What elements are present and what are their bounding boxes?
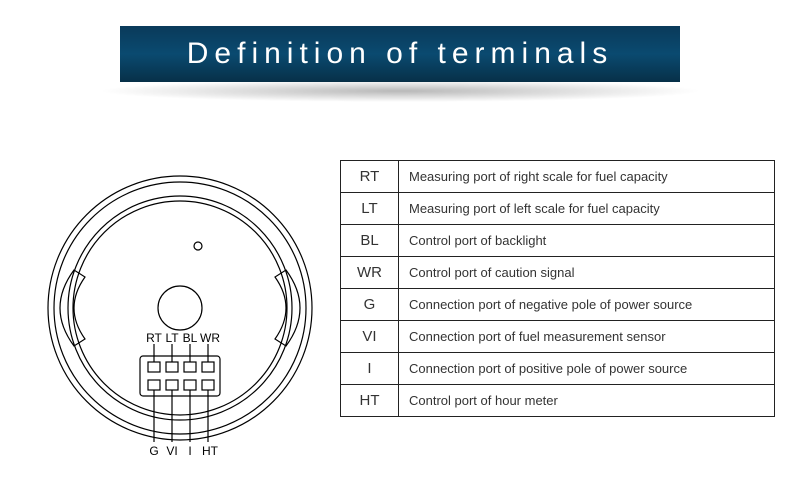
pin-label: BL — [183, 331, 198, 345]
terminal-desc: Connection port of negative pole of powe… — [399, 289, 775, 321]
table-row: HTControl port of hour meter — [341, 385, 775, 417]
terminal-code: BL — [341, 225, 399, 257]
terminal-desc: Control port of backlight — [399, 225, 775, 257]
title-banner: Definition of terminals — [120, 26, 680, 82]
table-row: IConnection port of positive pole of pow… — [341, 353, 775, 385]
title-text: Definition of terminals — [187, 37, 613, 71]
banner-shadow — [100, 80, 700, 102]
terminal-code: RT — [341, 161, 399, 193]
table-row: RTMeasuring port of right scale for fuel… — [341, 161, 775, 193]
terminal-code: G — [341, 289, 399, 321]
table-row: VIConnection port of fuel measurement se… — [341, 321, 775, 353]
terminals-tbody: RTMeasuring port of right scale for fuel… — [341, 161, 775, 417]
terminal-desc: Measuring port of right scale for fuel c… — [399, 161, 775, 193]
terminal-desc: Connection port of fuel measurement sens… — [399, 321, 775, 353]
terminals-table: RTMeasuring port of right scale for fuel… — [340, 160, 775, 417]
pin-label: WR — [200, 331, 220, 345]
terminal-desc: Connection port of positive pole of powe… — [399, 353, 775, 385]
terminal-code: HT — [341, 385, 399, 417]
table-row: BLControl port of backlight — [341, 225, 775, 257]
terminal-diagram: RT LT BL WR G VI I HT — [30, 158, 330, 458]
pin-label: I — [188, 444, 191, 458]
content-area: RT LT BL WR G VI I HT RTMeasuring port o… — [0, 150, 800, 480]
pin-label: G — [149, 444, 158, 458]
table-row: LTMeasuring port of left scale for fuel … — [341, 193, 775, 225]
terminal-code: LT — [341, 193, 399, 225]
terminal-code: VI — [341, 321, 399, 353]
pin-label: LT — [165, 331, 179, 345]
pin-label: VI — [166, 444, 177, 458]
pin-label: RT — [146, 331, 162, 345]
pin-label: HT — [202, 444, 219, 458]
terminal-code: I — [341, 353, 399, 385]
terminal-desc: Control port of hour meter — [399, 385, 775, 417]
table-row: GConnection port of negative pole of pow… — [341, 289, 775, 321]
terminal-desc: Control port of caution signal — [399, 257, 775, 289]
terminal-code: WR — [341, 257, 399, 289]
table-row: WRControl port of caution signal — [341, 257, 775, 289]
terminal-desc: Measuring port of left scale for fuel ca… — [399, 193, 775, 225]
